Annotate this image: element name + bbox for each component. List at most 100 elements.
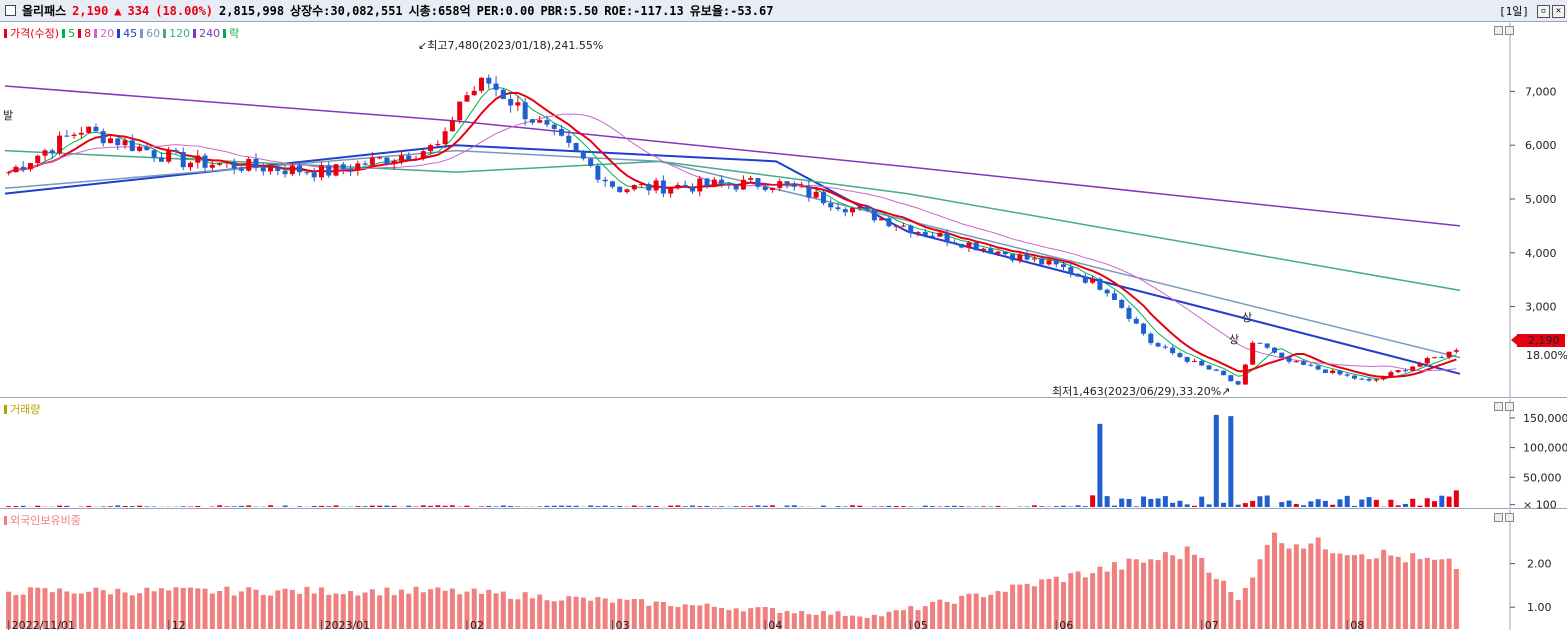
- close-icon[interactable]: ✕: [1552, 4, 1565, 18]
- candle-body: [348, 168, 354, 171]
- foreign-bar: [1439, 559, 1445, 629]
- high-annotation: ↙최고7,480(2023/01/18),241.55%: [418, 39, 603, 52]
- candle-body: [559, 128, 565, 136]
- foreign-bar: [806, 614, 812, 629]
- ma8-swatch: [78, 28, 82, 38]
- for-max-icon[interactable]: [1494, 513, 1503, 522]
- volume-bar: [835, 506, 841, 507]
- panel-max-icon[interactable]: [1494, 26, 1503, 35]
- foreign-bar: [1126, 558, 1132, 629]
- foreign-bar: [1250, 577, 1256, 629]
- foreign-bar: [675, 606, 681, 629]
- foreign-bar: [464, 591, 470, 629]
- legend-foreign: 외국인보유비중: [10, 514, 81, 527]
- volume-bar: [311, 505, 317, 507]
- candle-body: [682, 184, 688, 187]
- candle-body: [282, 170, 288, 175]
- event-label: 상: [1242, 311, 1252, 324]
- pct-tag: 18.00%: [1526, 349, 1567, 362]
- foreign-bar: [850, 615, 856, 629]
- foreign-bar: [1322, 549, 1328, 629]
- candle-body: [777, 181, 783, 188]
- volume-bar: [1235, 504, 1241, 507]
- volume-bar: [326, 506, 332, 507]
- foreign-bar: [1315, 537, 1321, 629]
- foreign-bar: [406, 593, 412, 629]
- volume-bar: [107, 506, 113, 507]
- candle-body: [966, 242, 972, 248]
- candle-body: [973, 242, 979, 251]
- vol-close-icon[interactable]: [1505, 402, 1514, 411]
- volume-bar: [35, 505, 41, 507]
- select-checkbox[interactable]: [5, 5, 16, 16]
- candle-body: [107, 138, 113, 144]
- candle-body: [748, 178, 754, 180]
- volume-bar: [537, 506, 543, 507]
- volume-bar: [944, 506, 950, 507]
- volume-bar: [1155, 498, 1161, 507]
- foreign-bar: [500, 591, 506, 629]
- foreign-bar: [1082, 577, 1088, 629]
- candle-body: [871, 208, 877, 221]
- pbr-value: PBR:5.50: [540, 3, 599, 18]
- foreign-bar: [537, 594, 543, 629]
- foreign-bar: [755, 607, 761, 629]
- candle-body: [275, 167, 281, 171]
- volume-bar: [602, 505, 608, 507]
- price-panel[interactable]: 7,000 6,000 5,000 4,000 3,000 ↙최고7,480(2023/0…: [0, 23, 1567, 398]
- foreign-bar: [886, 611, 892, 629]
- foreign-bar: [1031, 586, 1037, 629]
- foreign-chart[interactable]: 2.00 1.00 2022/11/01 12 2023/01 02 03 04 05 06 07 0…: [0, 510, 1567, 630]
- volume-bar: [573, 505, 579, 507]
- candle-body: [311, 172, 317, 178]
- maximize-icon[interactable]: ▫: [1537, 4, 1550, 18]
- price-chart[interactable]: 7,000 6,000 5,000 4,000 3,000 ↙최고7,480(2023/0…: [0, 23, 1567, 398]
- candle-body: [609, 181, 615, 187]
- candle-body: [1148, 333, 1154, 344]
- candle-body: [209, 164, 215, 168]
- panel-close-icon[interactable]: [1505, 26, 1514, 35]
- ma60-line: [4, 149, 1461, 359]
- candle-body: [1075, 273, 1081, 277]
- candle-body: [719, 179, 725, 184]
- candle-body: [1308, 364, 1314, 366]
- foreign-panel[interactable]: 2.00 1.00 2022/11/01 12 2023/01 02 03 04 05 06 07 0…: [0, 510, 1567, 630]
- candle-body: [842, 209, 848, 213]
- candle-body: [624, 189, 630, 193]
- volume-chart[interactable]: 150,000 100,000 50,000 × 100: [0, 399, 1567, 509]
- x-tick-label: 05: [914, 619, 928, 630]
- candle-body: [180, 152, 186, 168]
- candle-body: [1053, 260, 1059, 265]
- foreign-bar: [726, 610, 732, 629]
- foreign-bar: [326, 594, 332, 629]
- foreign-bar: [595, 597, 601, 629]
- volume-bar: [1141, 496, 1147, 507]
- candle-body: [660, 180, 666, 194]
- candle-body: [122, 140, 128, 146]
- volume-bar: [217, 505, 223, 507]
- vol-max-icon[interactable]: [1494, 402, 1503, 411]
- candle-body: [799, 186, 805, 188]
- volume-bar: [697, 506, 703, 507]
- volume-bar: [1417, 505, 1423, 507]
- foreign-bar: [871, 614, 877, 629]
- candle-body: [115, 138, 121, 146]
- foreign-bar: [1213, 578, 1219, 629]
- candle-body: [1061, 264, 1067, 268]
- volume-panel[interactable]: 150,000 100,000 50,000 × 100 거래량: [0, 399, 1567, 509]
- foreign-bar: [1242, 588, 1248, 629]
- candle-body: [231, 162, 237, 169]
- price-swatch: [4, 28, 7, 38]
- foreign-bar: [442, 590, 448, 629]
- foreign-bar: [1075, 571, 1081, 629]
- candle-body: [980, 248, 986, 251]
- foreign-bar: [1381, 549, 1387, 629]
- foreign-bar: [398, 589, 404, 629]
- period-selector[interactable]: [1일]: [1499, 5, 1529, 18]
- foreign-bar: [369, 589, 375, 629]
- foreign-bar: [1155, 560, 1161, 629]
- candle-body: [413, 158, 419, 160]
- foreign-bar: [1359, 554, 1365, 629]
- for-close-icon[interactable]: [1505, 513, 1514, 522]
- foreign-bar: [1162, 552, 1168, 629]
